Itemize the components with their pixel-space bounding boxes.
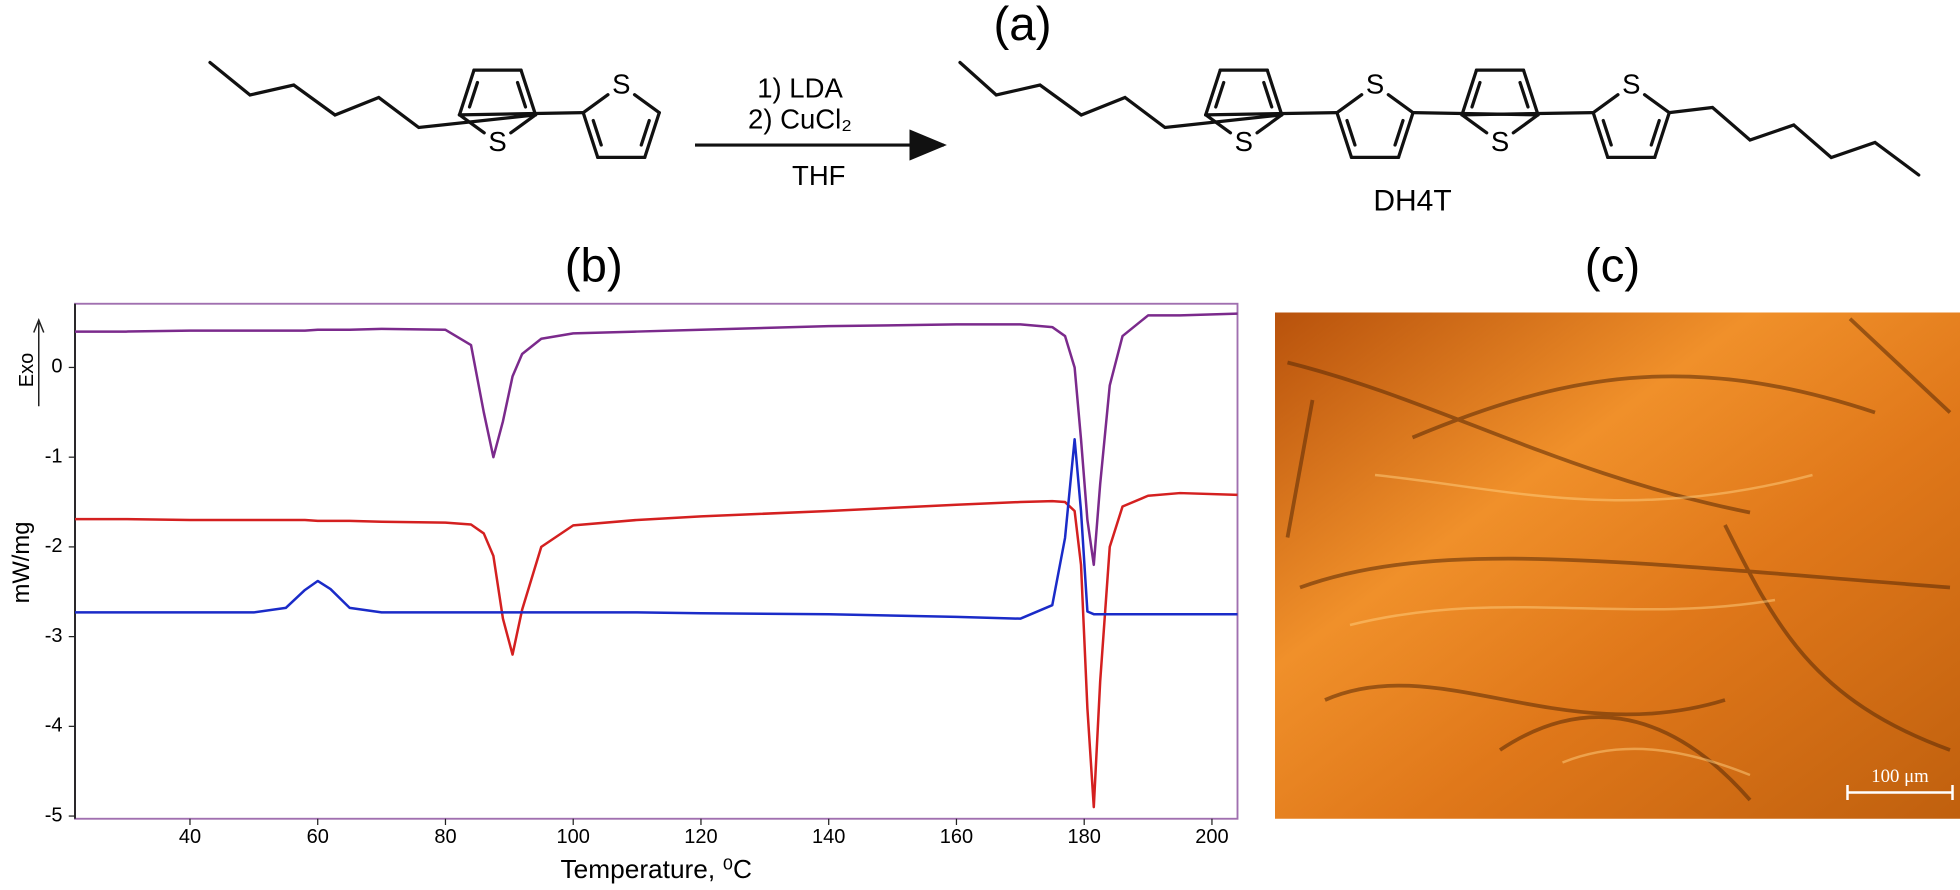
exo-arrow (33, 317, 45, 333)
double-bond (1470, 80, 1482, 109)
product-name: DH4T (1373, 184, 1451, 217)
panel-label: (a) (993, 0, 1051, 51)
bond (519, 68, 538, 117)
bond (457, 68, 476, 117)
bond (1204, 113, 1233, 135)
double-bond (1649, 118, 1661, 147)
bond (1265, 68, 1284, 117)
bond (581, 111, 600, 159)
double-bond (1345, 118, 1357, 147)
bond (1335, 93, 1364, 115)
x-tick-label: 120 (684, 826, 717, 848)
alkyl-chain (958, 60, 1284, 130)
x-tick-label: 60 (307, 826, 329, 848)
crystal-texture (1285, 317, 1952, 802)
micrograph-panel: (c) 100 μm (1275, 239, 1960, 819)
atom-label: S (1366, 69, 1384, 100)
atom-label: S (1622, 69, 1640, 100)
double-bond (1601, 118, 1613, 147)
y-tick-label: 0 (51, 356, 62, 378)
x-tick-label: 200 (1195, 826, 1228, 848)
y-axis-label: mW/mg (8, 522, 35, 604)
bond (1460, 113, 1489, 135)
bond (581, 93, 610, 115)
bond (1591, 111, 1610, 159)
bond (1642, 93, 1671, 115)
double-bond (639, 118, 651, 147)
y-tick-label: -2 (45, 535, 63, 557)
bond (457, 113, 486, 135)
bond (1335, 111, 1354, 159)
double-bond (1393, 118, 1405, 147)
double-bond (1518, 80, 1530, 109)
bond (1386, 93, 1415, 115)
bond (1396, 111, 1415, 159)
atom-label: S (1491, 126, 1509, 157)
double-bond (1214, 80, 1226, 109)
bond (632, 93, 661, 115)
x-tick-label: 180 (1068, 826, 1101, 848)
x-tick-label: 80 (434, 826, 456, 848)
alkyl-chain (1667, 105, 1921, 177)
reagent: 1) LDA (757, 72, 843, 103)
bond (643, 111, 661, 159)
x-tick-label: 40 (179, 826, 201, 848)
atom-label: S (612, 69, 630, 100)
double-bond (467, 80, 480, 109)
chart-title: (b) (565, 239, 623, 292)
double-bond (1262, 80, 1274, 109)
bond (1255, 113, 1284, 135)
dsc-chart: (b) 0 -1 -2 -3 -4 -5 40 60 80 100 120 140 160 180 200 Te… (8, 239, 1239, 884)
alkyl-chain (208, 60, 538, 130)
dsc-curve (75, 437, 1238, 620)
crystal-highlight (1349, 473, 1813, 777)
bond (509, 113, 538, 135)
atom-label: S (488, 126, 506, 157)
bond (1511, 113, 1540, 135)
bond (1591, 93, 1620, 115)
alkyl-chain (1460, 111, 1595, 117)
bond (1521, 68, 1540, 117)
x-axis-label: Temperature, ⁰C (561, 854, 752, 884)
x-tick-label: 160 (940, 826, 973, 848)
solvent: THF (792, 160, 845, 191)
alkyl-chain (457, 111, 585, 117)
bond (1204, 68, 1222, 117)
atom-label: S (1235, 126, 1253, 157)
dsc-curve (75, 312, 1238, 567)
y-tick-label: -4 (45, 715, 63, 737)
dsc-curve (75, 491, 1238, 809)
x-tick-label: 100 (557, 826, 590, 848)
y-tick-label: -1 (45, 445, 63, 467)
double-bond (591, 118, 603, 147)
plot-frame (74, 302, 1239, 820)
x-tick-label: 140 (812, 826, 845, 848)
y-tick-label: -5 (45, 804, 63, 826)
panel-label: (c) (1585, 239, 1640, 292)
reaction-scheme: (a) 1) LDA 2) CuCl₂ THF DH4T S S S S S S (208, 0, 1921, 217)
scale-bar-label: 100 μm (1871, 766, 1929, 787)
reagent: 2) CuCl₂ (748, 104, 852, 135)
double-bond (515, 80, 528, 109)
bond (1653, 111, 1671, 159)
alkyl-chain (1204, 111, 1339, 117)
y-tick-label: -3 (45, 625, 63, 647)
exo-label: Exo (16, 353, 38, 387)
bond (1460, 68, 1479, 117)
